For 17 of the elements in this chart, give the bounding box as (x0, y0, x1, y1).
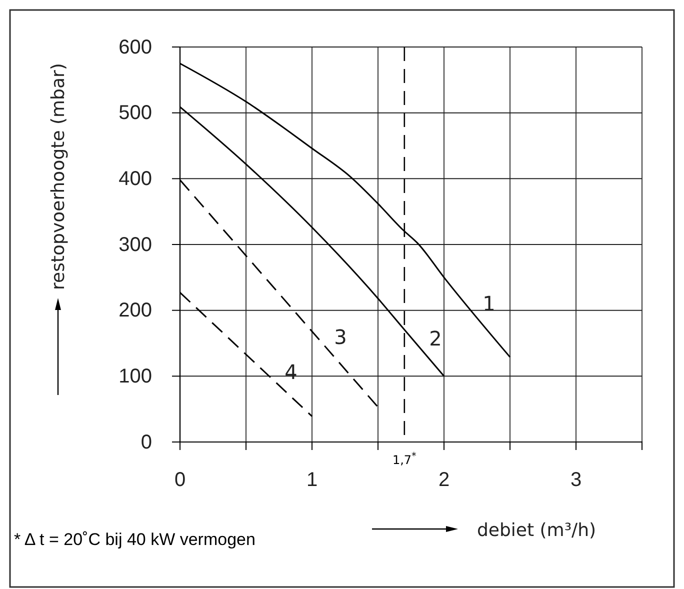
y-tick-label: 100 (118, 366, 152, 388)
series-label: 3 (334, 324, 347, 349)
y-tick-label: 400 (118, 168, 152, 190)
y-tick-label: 600 (118, 36, 152, 58)
x-tick-label: 0 (174, 469, 186, 492)
y-tick-label: 300 (118, 234, 152, 256)
x-tick-label: 1 (306, 469, 318, 492)
ref-line-label: 1,7$^{*}$ (392, 450, 417, 467)
y-tick-label: 200 (118, 300, 152, 322)
series-label: 2 (429, 326, 442, 351)
text: * Δ t = 20˚C bij 40 kW vermogen (14, 530, 256, 549)
x-tick-label: 3 (570, 469, 582, 492)
y-tick-label: 500 (118, 102, 152, 124)
x-tick-label: 2 (438, 469, 450, 492)
x-axis-title: debiet (m³/h) (477, 520, 596, 541)
y-tick-label: 0 (140, 431, 152, 454)
y-axis-title: restopvoerhoogte (mbar) (48, 63, 69, 290)
